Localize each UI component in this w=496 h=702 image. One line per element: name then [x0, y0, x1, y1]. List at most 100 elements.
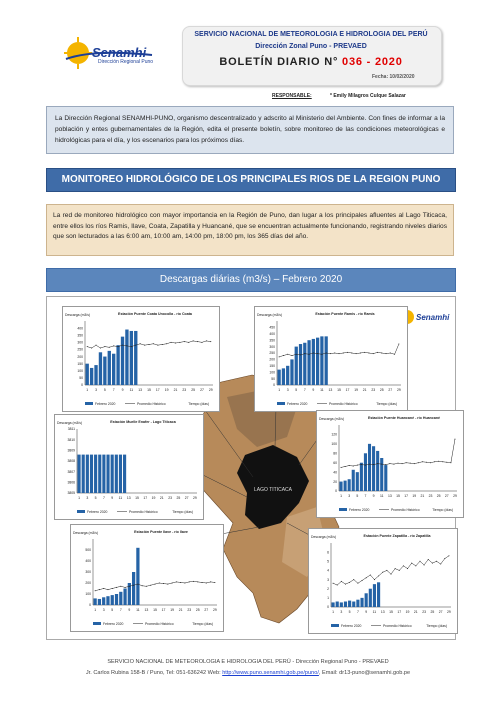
historic-point	[340, 580, 342, 582]
legend-bar-swatch	[331, 624, 339, 627]
x-tick-label: 1	[86, 388, 88, 392]
historic-point	[188, 341, 190, 343]
y-tick-label: 400	[85, 559, 91, 563]
bar	[311, 338, 315, 385]
historic-point	[405, 462, 407, 464]
x-tick-label: 9	[365, 610, 367, 614]
y-tick-label: 3811	[68, 427, 75, 431]
y-tick-label: 0	[273, 383, 275, 387]
bar	[98, 352, 103, 385]
x-tick-label: 17	[397, 610, 401, 614]
x-tick-label: 15	[389, 610, 393, 614]
x-tick-label: 11	[136, 608, 140, 612]
chart-svg: Estación Puente Huancané - río Huancané D…	[319, 416, 457, 512]
x-tick-label: 25	[380, 388, 384, 392]
chart-xlabel: Tiempo (días)	[426, 624, 447, 628]
historic-point	[154, 583, 156, 585]
x-tick-label: 3	[95, 388, 97, 392]
historic-point	[282, 355, 284, 357]
bar	[331, 602, 335, 607]
x-tick-label: 19	[170, 608, 174, 612]
historic-point	[340, 466, 342, 468]
legend-label-2: Promedio Histórico	[145, 622, 174, 626]
bar	[110, 454, 114, 493]
historic-point	[448, 555, 450, 557]
legend-bar-swatch	[85, 402, 93, 405]
y-tick-label: 2	[327, 587, 329, 591]
historic-point	[111, 588, 113, 589]
legend-label-2: Promedio Histórico	[391, 508, 420, 512]
legend-label-2: Promedio Histórico	[137, 402, 166, 406]
x-tick-label: 3	[103, 608, 105, 612]
y-tick-label: 200	[269, 358, 275, 362]
historic-point	[95, 344, 97, 346]
x-tick-label: 9	[128, 608, 130, 612]
bar	[94, 454, 98, 493]
x-tick-label: 11	[130, 388, 134, 392]
y-tick-label: 0	[335, 489, 337, 493]
chart-ylabel: Descarga (m3/s)	[73, 531, 98, 535]
y-tick-label: 300	[77, 341, 83, 345]
historic-point	[126, 345, 128, 347]
x-tick-label: 1	[340, 494, 342, 498]
bar	[123, 454, 127, 493]
historic-point	[148, 343, 150, 345]
historic-point	[353, 579, 355, 581]
historic-point	[411, 562, 413, 564]
y-tick-label: 6	[327, 550, 329, 554]
historic-point	[402, 565, 404, 567]
chart-title: Estación Puente Huancané - río Huancané	[368, 416, 440, 420]
bar	[125, 329, 129, 385]
x-tick-label: 23	[429, 494, 433, 498]
bar	[372, 446, 376, 491]
historic-point	[385, 353, 387, 355]
legend-label-1: Febrero 2020	[287, 402, 307, 406]
historic-point	[317, 353, 319, 355]
historic-point	[124, 586, 126, 588]
x-tick-label: 15	[135, 496, 139, 500]
historic-point	[304, 353, 306, 355]
chart-xlabel: Tiempo (días)	[376, 402, 397, 406]
chart-title: Estación Puente Coata Unocolla - río Coa…	[118, 312, 193, 316]
bar	[356, 599, 360, 607]
x-tick-label: 27	[200, 388, 204, 392]
historic-point	[356, 464, 358, 466]
x-tick-label: 15	[396, 494, 400, 498]
historic-point	[308, 353, 310, 355]
bar	[384, 465, 388, 491]
historic-point	[94, 590, 96, 592]
historic-point	[390, 573, 392, 575]
historic-point	[184, 582, 186, 584]
x-tick-label: 27	[204, 608, 208, 612]
x-tick-label: 7	[365, 494, 367, 498]
bar	[347, 479, 351, 491]
y-tick-label: 250	[269, 351, 275, 355]
bar	[89, 454, 94, 493]
bar	[335, 601, 339, 607]
chart-ylabel: Descarga (m3/s)	[57, 421, 82, 425]
x-tick-label: 19	[354, 388, 358, 392]
bar	[89, 367, 94, 385]
legend-label-1: Febrero 2020	[95, 402, 115, 406]
bar	[339, 481, 343, 491]
historic-point	[103, 588, 105, 589]
historic-point	[287, 353, 289, 355]
footer-web-link[interactable]: http://www.puno.senamhi.gob.pe/puno/	[222, 670, 319, 676]
historic-point	[423, 564, 425, 566]
bar	[112, 353, 116, 385]
y-tick-label: 150	[269, 364, 275, 368]
x-tick-label: 25	[437, 494, 441, 498]
x-tick-label: 9	[111, 496, 113, 500]
historic-point	[336, 584, 338, 586]
historic-point	[171, 582, 173, 584]
y-tick-label: 0	[327, 605, 329, 609]
bar	[307, 340, 311, 385]
small-logo-text: Senamhi	[416, 313, 450, 322]
historic-point	[385, 464, 387, 466]
x-tick-label: 23	[422, 610, 426, 614]
y-tick-label: 0	[81, 383, 83, 387]
historic-point	[394, 568, 396, 570]
y-tick-label: 50	[79, 376, 83, 380]
x-tick-label: 25	[176, 496, 180, 500]
historic-point	[180, 581, 182, 583]
